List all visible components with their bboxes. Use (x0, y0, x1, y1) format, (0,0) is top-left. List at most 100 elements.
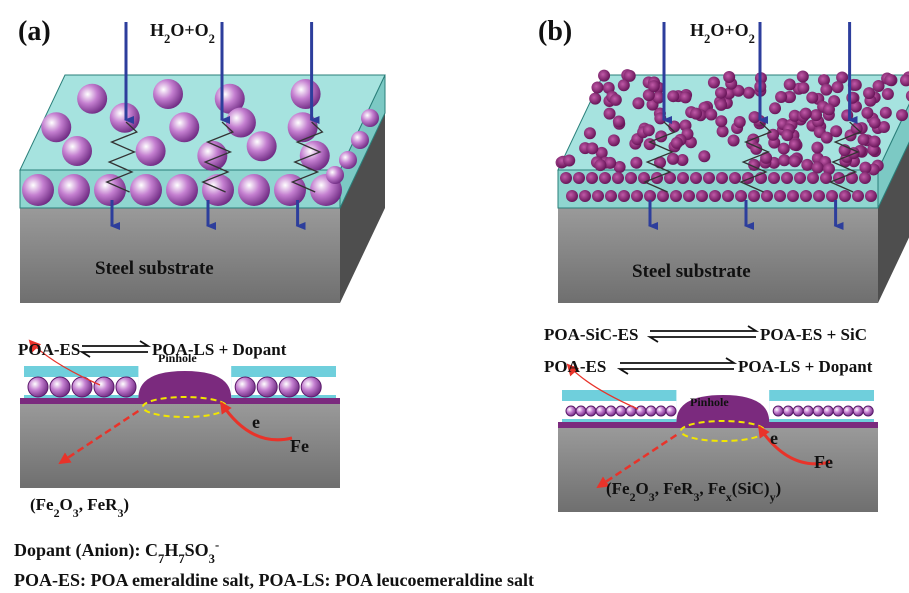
particle (773, 406, 783, 416)
metal-label: Fe (814, 452, 833, 472)
particle (801, 159, 813, 171)
formula-part: SO (185, 540, 209, 560)
reaction-right: POA-LS + Dopant (738, 357, 873, 376)
formula-part: O (60, 495, 73, 514)
electron-label: e (770, 428, 778, 448)
particle (709, 190, 721, 202)
particle (690, 172, 702, 184)
particle (869, 117, 881, 129)
particle (166, 174, 198, 206)
particle (291, 79, 321, 109)
particle (625, 172, 637, 184)
particle (279, 377, 299, 397)
particle (683, 190, 695, 202)
particle (77, 84, 107, 114)
particle (671, 137, 683, 149)
particle (631, 190, 643, 202)
formula-part: 2 (749, 32, 755, 46)
formula-part: H (690, 20, 704, 40)
particle (811, 142, 823, 154)
equilibrium-arrow (82, 341, 148, 346)
particle (698, 150, 710, 162)
particle (800, 190, 812, 202)
particle (197, 141, 227, 171)
particle (351, 131, 369, 149)
particle (651, 172, 663, 184)
particle (579, 190, 591, 202)
particle (235, 377, 255, 397)
interface (558, 422, 878, 428)
reaction-left: POA-ES (18, 340, 80, 359)
formula-part: 2 (209, 32, 215, 46)
particle (656, 406, 666, 416)
formula-part: , FeR (79, 495, 118, 514)
particle (608, 134, 620, 146)
particle (729, 172, 741, 184)
particle (778, 154, 790, 166)
particle (783, 406, 793, 416)
particle (859, 172, 871, 184)
particle (605, 190, 617, 202)
particle (833, 406, 843, 416)
particle (789, 139, 801, 151)
particle (843, 406, 853, 416)
particle (787, 190, 799, 202)
formula-part: (Fe (30, 495, 54, 514)
particle (677, 172, 689, 184)
particle (873, 80, 885, 92)
formula-part: 3 (209, 552, 215, 566)
particle (589, 93, 601, 105)
particle (716, 172, 728, 184)
particle (667, 90, 679, 102)
reaction-right: POA-ES + SiC (760, 325, 867, 344)
particle (812, 162, 824, 174)
particle (797, 82, 809, 94)
formula-part: Dopant (Anion): C (14, 540, 158, 561)
particle (94, 174, 126, 206)
panel-label: (b) (538, 16, 572, 47)
particle (869, 135, 881, 147)
particle (604, 108, 616, 120)
pinhole-label: Pinhole (690, 395, 729, 409)
particle (832, 81, 844, 93)
particle (715, 87, 727, 99)
particle (789, 155, 801, 167)
particle (813, 190, 825, 202)
particle (748, 190, 760, 202)
formula-part: , Fe (699, 479, 726, 498)
particle (596, 406, 606, 416)
formula-part: - (215, 538, 219, 552)
particle (781, 129, 793, 141)
particle (576, 406, 586, 416)
particle (612, 172, 624, 184)
particle (94, 377, 114, 397)
particle (599, 172, 611, 184)
particle (769, 102, 781, 114)
particle (880, 107, 892, 119)
particle (636, 406, 646, 416)
particle (865, 190, 877, 202)
formula-part: O (636, 479, 649, 498)
particle (238, 174, 270, 206)
particle (839, 190, 851, 202)
formula-part: ) (776, 479, 782, 498)
particle (679, 91, 691, 103)
particle (715, 115, 727, 127)
particle (690, 108, 702, 120)
particle (841, 109, 853, 121)
equilibrium-arrow (620, 369, 734, 374)
particle (566, 406, 576, 416)
particle (800, 108, 812, 120)
particle (618, 190, 630, 202)
interface (20, 398, 340, 404)
particle (58, 174, 90, 206)
particle (598, 70, 610, 82)
particle (339, 151, 357, 169)
particle (632, 97, 644, 109)
particle (616, 406, 626, 416)
reactants: H2O+O2 (150, 20, 215, 46)
particle (793, 406, 803, 416)
particle (247, 131, 277, 161)
particle (896, 109, 908, 121)
reaction-left: POA-SiC-ES (544, 325, 638, 344)
